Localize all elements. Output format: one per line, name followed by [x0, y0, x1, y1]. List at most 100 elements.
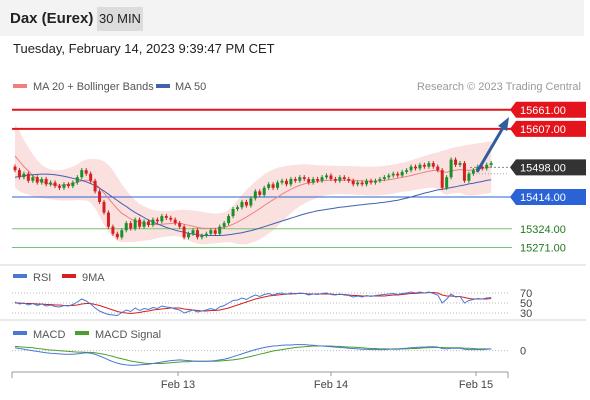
candle-body: [106, 212, 110, 227]
candle-body: [173, 219, 177, 224]
candle-body: [187, 233, 191, 238]
candle-body: [405, 170, 409, 172]
candle-body: [467, 173, 471, 181]
candle-body: [53, 182, 57, 187]
candle-body: [218, 226, 222, 234]
timeframe-button[interactable]: 30 MIN: [97, 7, 143, 31]
level-label-15271.00: 15271.00: [520, 243, 566, 255]
candle-body: [280, 180, 284, 183]
candle-body: [129, 223, 133, 229]
level-label-15607.00: 15607.00: [520, 124, 566, 136]
candle-body: [373, 180, 377, 183]
candle-body: [22, 173, 26, 178]
candle-body: [164, 216, 168, 218]
ma20-legend-label: MA 20 + Bollinger Bands: [33, 81, 154, 93]
candle-body: [98, 191, 102, 202]
candle-body: [387, 175, 391, 178]
chart-header: Dax (Eurex) 30 MIN: [0, 0, 584, 36]
candle-body: [391, 173, 395, 176]
candle-body: [89, 173, 93, 181]
candle-body: [471, 170, 475, 174]
candle-body: [142, 221, 146, 227]
candle-body: [462, 163, 466, 181]
candle-body: [191, 230, 195, 234]
candle-body: [249, 198, 253, 206]
candle-body: [231, 209, 235, 217]
candle-body: [111, 226, 115, 234]
rsi-legend-swatch: [13, 274, 27, 278]
bollinger-band-fill: [15, 124, 492, 245]
candle-body: [49, 182, 53, 185]
candle-body: [115, 233, 119, 238]
level-tag-15498.00: [510, 159, 586, 176]
ma50-legend-swatch: [156, 84, 170, 88]
candle-body: [414, 166, 417, 169]
candle-body: [71, 182, 75, 187]
candle-body: [302, 177, 306, 179]
candle-body: [26, 173, 30, 181]
candle-body: [75, 177, 79, 183]
candle-body: [133, 219, 137, 229]
candle-body: [333, 179, 337, 181]
candle-body: [93, 180, 97, 192]
candle-body: [271, 184, 275, 188]
candle-body: [325, 175, 328, 178]
candle-body: [84, 170, 88, 174]
candle-body: [378, 179, 382, 181]
candle-body: [369, 180, 373, 183]
candle-body: [204, 233, 208, 236]
candle-body: [347, 179, 351, 181]
candle-body: [124, 223, 128, 231]
candle-body: [151, 219, 155, 225]
level-tag-15607.00: [510, 120, 586, 137]
ma50-legend-label: MA 50: [175, 81, 206, 93]
rsi-legend-label: RSI: [33, 272, 51, 284]
candle-body: [213, 230, 217, 234]
candle-body: [17, 170, 21, 178]
macd-legend-label: MACD: [33, 329, 65, 341]
candle-body: [209, 230, 213, 234]
level-tag-15414.00: [510, 189, 586, 206]
candle-body: [80, 170, 84, 178]
candle-body: [147, 221, 150, 225]
instrument-title: Dax (Eurex): [10, 10, 94, 27]
candle-body: [169, 217, 173, 220]
candle-body: [195, 230, 199, 238]
candle-body: [365, 180, 369, 185]
forecast-arrow-head: [498, 117, 509, 131]
candle-body: [307, 179, 311, 183]
candle-body: [431, 163, 435, 167]
candle-body: [155, 219, 159, 222]
rsi-tick-30: 30: [520, 308, 532, 320]
candle-body: [316, 179, 320, 181]
candle-body: [342, 177, 346, 179]
candle-body: [440, 170, 444, 188]
research-credit: Research © 2023 Trading Central: [417, 81, 581, 93]
candle-body: [240, 201, 244, 208]
ma20-legend-swatch: [13, 84, 27, 88]
macd-tick-0: 0: [520, 346, 526, 358]
x-tick-label-2: Feb 15: [459, 379, 493, 391]
candle-body: [311, 179, 315, 183]
candle-body: [422, 164, 426, 167]
rsi-ma-legend-label: 9MA: [82, 272, 105, 284]
candle-body: [436, 166, 440, 171]
level-label-15324.00: 15324.00: [520, 224, 566, 236]
candle-body: [396, 173, 400, 176]
candle-body: [338, 177, 342, 181]
candle-body: [418, 164, 422, 169]
candle-body: [289, 179, 293, 185]
candle-body: [31, 177, 35, 181]
rsi-9ma-line: [15, 292, 492, 315]
candle-body: [329, 175, 333, 179]
candle-body: [160, 216, 164, 222]
candle-body: [200, 235, 204, 238]
rsi-tick-50: 50: [520, 298, 532, 310]
macd-legend-swatch: [13, 331, 27, 335]
candle-body: [66, 184, 70, 187]
rsi-line: [14, 291, 492, 317]
candle-body: [102, 201, 106, 213]
candle-body: [356, 182, 360, 185]
candle-body: [480, 166, 484, 169]
